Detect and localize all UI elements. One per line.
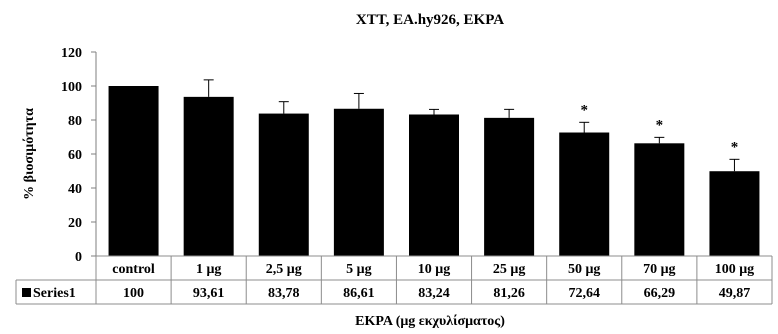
data-label: 81,26	[493, 286, 525, 301]
data-label: 72,64	[568, 286, 600, 301]
y-tick-label: 0	[75, 250, 82, 265]
significance-mark: *	[731, 139, 739, 155]
data-label: 66,29	[644, 286, 676, 301]
bar	[409, 114, 459, 256]
legend-swatch	[22, 288, 31, 297]
x-axis-label: EKPA (μg εκχυλίσματος)	[355, 314, 505, 329]
data-label: 93,61	[193, 286, 225, 301]
bar	[484, 117, 535, 256]
legend-label: Series1	[33, 286, 76, 301]
bar	[258, 113, 309, 256]
bar	[559, 132, 610, 256]
x-tick-label: 2,5 μg	[266, 262, 302, 277]
significance-mark: *	[580, 102, 588, 118]
y-tick-label: 40	[68, 182, 82, 197]
chart-title: XTT, EA.hy926, EKPA	[356, 12, 504, 28]
x-tick-label: 50 μg	[568, 262, 600, 277]
data-label: 100	[123, 286, 144, 301]
y-tick-label: 100	[61, 80, 82, 95]
bar	[709, 171, 760, 256]
data-table: control 100 1 μg 93,61 2,5 μg 83,78 5 μg 86,61 1…	[15, 255, 773, 305]
data-label: 83,24	[418, 286, 450, 301]
x-tick-label: 70 μg	[643, 262, 675, 277]
bar	[183, 96, 234, 256]
data-label: 83,78	[268, 286, 300, 301]
x-tick-label: 25 μg	[493, 262, 525, 277]
y-tick-label: 60	[68, 148, 82, 163]
y-tick-label: 20	[68, 216, 82, 231]
x-tick-label: 5 μg	[346, 262, 371, 277]
bar	[634, 143, 685, 256]
y-tick-label: 80	[68, 114, 82, 129]
data-label: 86,61	[343, 286, 375, 301]
x-tick-label: 100 μg	[715, 262, 754, 277]
plot-area: 0 20 40 60 80 100 120 * * *	[61, 46, 760, 265]
data-label: 49,87	[719, 286, 751, 301]
y-tick-label: 120	[61, 46, 82, 61]
bar	[108, 86, 159, 256]
x-tick-label: 1 μg	[196, 262, 221, 277]
significance-mark: *	[656, 117, 664, 133]
bar	[333, 108, 384, 256]
x-tick-label: control	[112, 262, 155, 277]
y-axis-label: % βιοσιμότητα	[22, 108, 37, 200]
x-tick-label: 10 μg	[418, 262, 450, 277]
